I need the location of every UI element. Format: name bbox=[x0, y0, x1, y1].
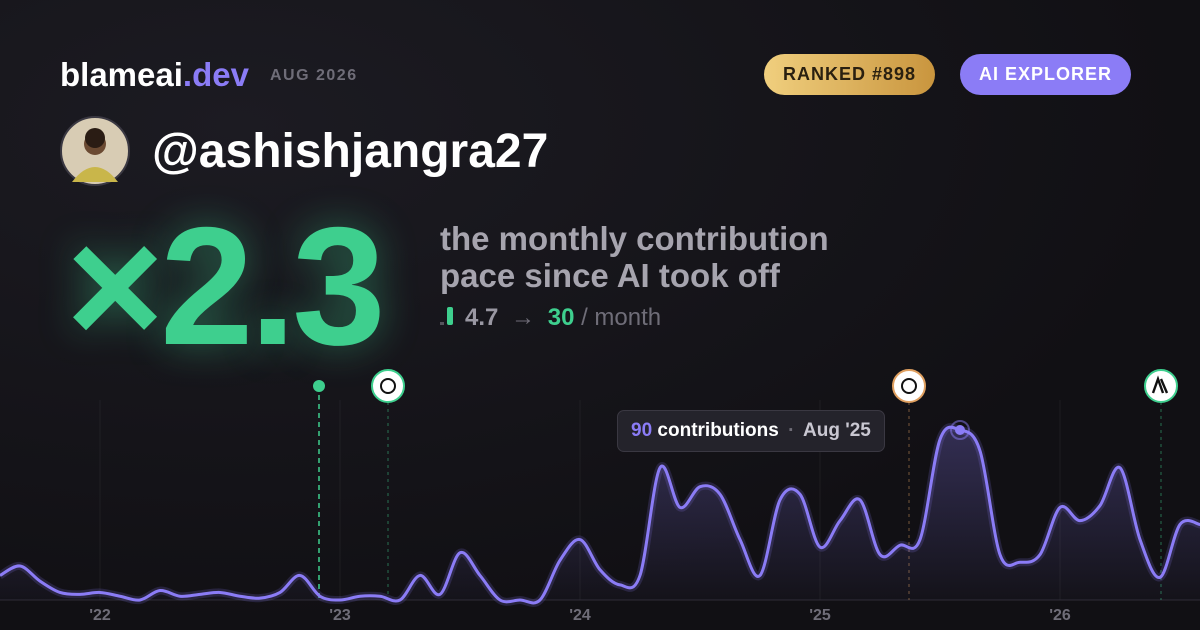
tooltip-value: 90 bbox=[631, 420, 653, 441]
pace-icon bbox=[440, 322, 444, 325]
x-tick-label: '22 bbox=[89, 607, 111, 624]
area bbox=[0, 427, 1200, 603]
caption-line: pace since AI took off bbox=[440, 257, 780, 294]
brand-tld: .dev bbox=[182, 56, 249, 93]
multiplier: ×2.3 bbox=[66, 192, 386, 380]
event-icon-glyph bbox=[901, 378, 917, 394]
pace-after: 30 bbox=[547, 304, 575, 331]
x-tick-label: '25 bbox=[809, 607, 831, 624]
event-icon-glyph bbox=[380, 378, 396, 394]
pace-icon bbox=[447, 307, 453, 325]
line bbox=[0, 425, 1200, 605]
tier-badge: AI EXPLORER bbox=[960, 54, 1132, 95]
event-icon bbox=[371, 369, 405, 403]
brand: blameai.dev bbox=[60, 56, 249, 94]
highlight-dot bbox=[955, 425, 965, 435]
brand-name: blameai bbox=[60, 56, 183, 93]
x-tick-label: '26 bbox=[1049, 607, 1071, 624]
tooltip-month: Aug '25 bbox=[803, 420, 871, 441]
rank-badge: RANKED #898 bbox=[764, 54, 936, 95]
caption-line: the monthly contribution bbox=[440, 220, 829, 257]
tooltip-sep: · bbox=[788, 420, 795, 441]
handle: @ashishjangra27 bbox=[152, 125, 549, 178]
highlight-ring bbox=[950, 420, 970, 440]
avatar bbox=[60, 116, 130, 186]
tooltip-label: contributions bbox=[657, 420, 779, 441]
pace-before: 4.7 bbox=[465, 304, 499, 331]
event-dot bbox=[313, 380, 325, 392]
caption: the monthly contribution pace since AI to… bbox=[440, 220, 829, 294]
pace: 4.7 → 30 / month bbox=[440, 304, 661, 332]
tooltip: 90 contributions · Aug '25 bbox=[617, 410, 885, 452]
pace-arrow: → bbox=[511, 304, 536, 331]
period: AUG 2026 bbox=[270, 67, 358, 84]
event-icon bbox=[892, 369, 926, 403]
pace-unit: / month bbox=[581, 304, 662, 331]
x-tick-label: '24 bbox=[569, 607, 591, 624]
x-tick-label: '23 bbox=[329, 607, 351, 624]
event-icon-glyph bbox=[1151, 375, 1169, 394]
